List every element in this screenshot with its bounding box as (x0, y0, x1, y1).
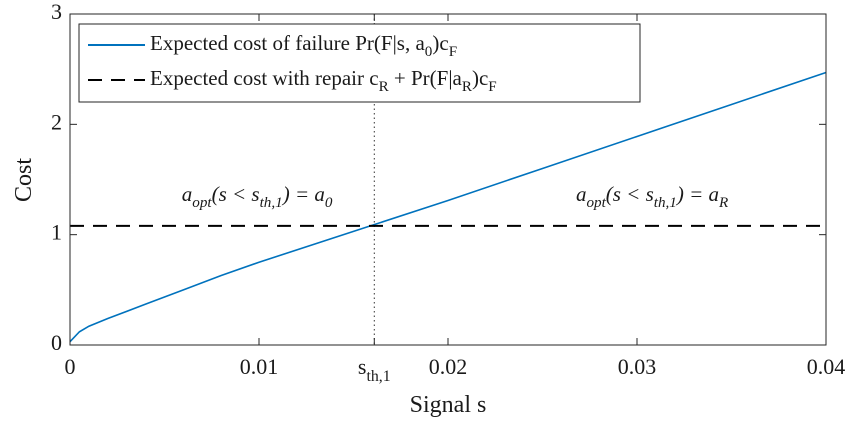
y-tick-label: 3 (51, 0, 62, 24)
x-tick-label: 0 (65, 354, 76, 379)
x-tick-label: sth,1 (358, 354, 391, 385)
x-tick-label: 0.04 (807, 354, 846, 379)
x-tick-label: 0.03 (618, 354, 657, 379)
y-tick-label: 1 (51, 220, 62, 245)
annotation: aopt(s < sth,1) = a0 (182, 182, 333, 212)
y-tick-label: 2 (51, 109, 62, 134)
x-tick-label: 0.02 (429, 354, 468, 379)
x-tick-label: 0.01 (240, 354, 279, 379)
legend-label: Expected cost with repair cR + Pr(F|aR)c… (150, 66, 497, 96)
series-line (69, 71, 827, 343)
legend-box (78, 23, 641, 103)
y-tick-label: 0 (51, 330, 62, 355)
y-axis-label: Cost (11, 158, 37, 202)
annotation: aopt(s < sth,1) = aR (576, 182, 728, 212)
legend-label: Expected cost of failure Pr(F|s, a0)cF (150, 31, 457, 61)
x-axis-label: Signal s (410, 392, 487, 418)
